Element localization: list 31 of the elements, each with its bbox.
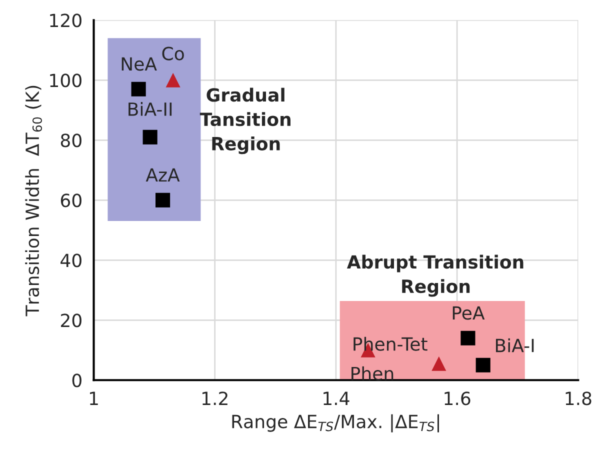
- x-tick-label: 1: [90, 392, 98, 405]
- x-tick-label: 1.6: [444, 392, 470, 406]
- annotation: Gradual Tansition Region: [200, 88, 290, 154]
- point: [166, 72, 180, 88]
- y-tick-label: 20: [60, 314, 82, 328]
- annotation: AzA: [146, 168, 180, 182]
- point: [142, 130, 158, 144]
- annotation: Phen-Tet: [354, 336, 428, 351]
- y-tick-label: 100: [50, 74, 82, 88]
- annotation: PeA: [452, 306, 485, 320]
- annotation: BiA-I: [496, 338, 534, 352]
- point: [476, 358, 490, 372]
- annotation: NeA: [122, 57, 157, 71]
- x-tick-label: 1.8: [566, 392, 592, 406]
- y-tick-label: 80: [60, 134, 82, 148]
- point: [460, 330, 476, 346]
- point: [432, 356, 446, 371]
- point: [131, 82, 146, 96]
- x-tick-label: 1.4: [324, 392, 350, 405]
- x-axis-title: Range ΔE$_{TS}$/Max. |ΔE$_{TS}$|: [232, 414, 439, 432]
- y-axis-title: Transition Width ΔT$_{60}$ (K): [25, 86, 42, 316]
- y-tick-label: 0: [72, 374, 82, 388]
- x-tick-label: 1.2: [202, 392, 228, 405]
- y-tick-label: 60: [60, 194, 82, 208]
- y-tick-label: 120: [50, 14, 82, 28]
- annotation: Abrupt Transition Region: [346, 254, 524, 297]
- annotation: BiA-II: [128, 102, 172, 116]
- y-tick-label: 40: [60, 254, 82, 268]
- point: [156, 192, 170, 208]
- annotation: Co: [162, 46, 184, 60]
- annotation: Phen: [352, 366, 394, 380]
